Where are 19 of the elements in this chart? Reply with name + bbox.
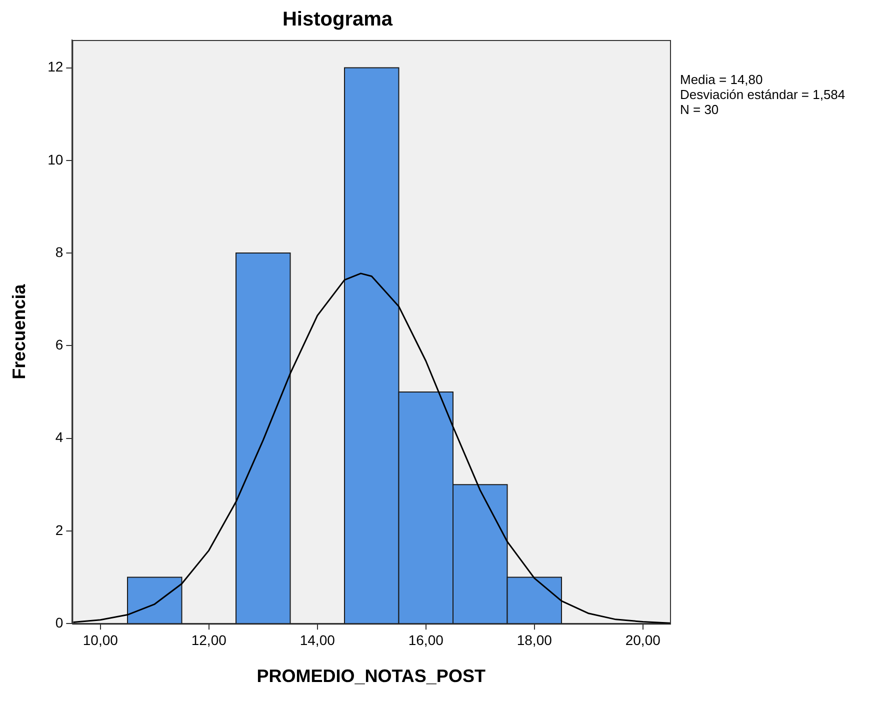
y-axis-title: Frecuencia [8, 283, 29, 380]
chart-title: Histograma [282, 8, 394, 31]
x-tick-label: 12,00 [191, 632, 227, 648]
y-tick-label: 8 [55, 244, 64, 260]
y-tick-label: 6 [55, 336, 64, 353]
text: Media = 14,80 [680, 72, 764, 87]
text: Desviación estándar = 1,584 [680, 87, 846, 102]
y-tick-label: 4 [55, 429, 64, 446]
y-tick-label: 0 [55, 614, 64, 630]
x-tick-label: 14,00 [300, 632, 336, 648]
x-tick-label: 18,00 [516, 632, 552, 648]
x-tick-label: 20,00 [625, 632, 661, 648]
y-tick-label: 10 [48, 151, 64, 168]
text: N = 30 [680, 102, 720, 117]
x-axis-title: PROMEDIO_NOTAS_POST [256, 666, 486, 686]
y-tick-label: 2 [55, 522, 64, 538]
y-tick-label: 12 [48, 58, 64, 75]
x-tick-label: 16,00 [408, 632, 444, 648]
x-tick-label: 10,00 [82, 632, 118, 648]
